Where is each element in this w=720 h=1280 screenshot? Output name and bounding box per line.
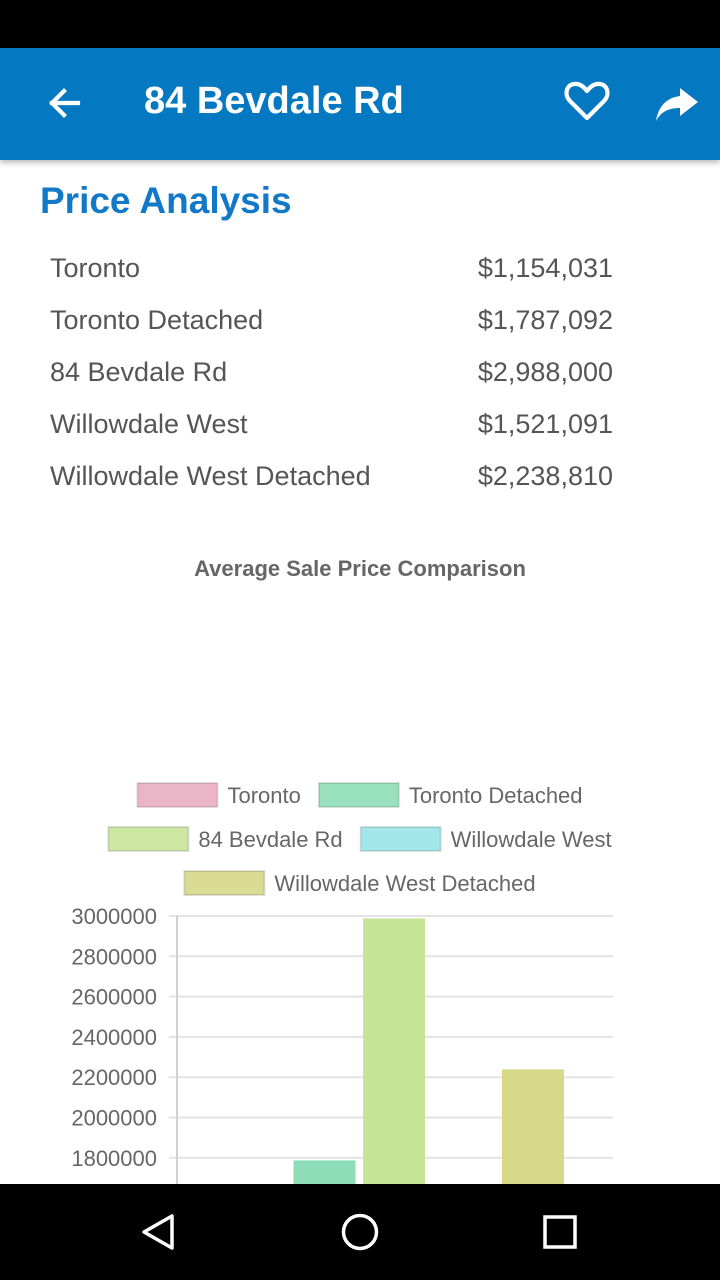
price-row: 84 Bevdale Rd $2,988,000 xyxy=(50,357,613,397)
navigation-bar xyxy=(0,1184,720,1280)
price-value: $1,521,091 xyxy=(477,409,613,439)
nav-back-icon[interactable] xyxy=(136,1208,184,1256)
legend-swatch xyxy=(359,826,442,852)
legend-swatch xyxy=(317,782,400,808)
y-axis-ticks: 3000000 2800000 2600000 2400000 2200000 20000… xyxy=(71,904,157,1171)
price-value: $1,787,092 xyxy=(477,305,613,335)
price-label: Willowdale West xyxy=(50,409,248,439)
page-title: 84 Bevdale Rd xyxy=(144,80,404,122)
price-row: Willowdale West Detached $2,238,810 xyxy=(50,461,613,501)
chart-title: Average Sale Price Comparison xyxy=(194,556,526,581)
back-arrow-icon[interactable] xyxy=(40,78,90,128)
price-row: Willowdale West $1,521,091 xyxy=(50,409,613,449)
legend-swatch xyxy=(136,782,219,808)
legend-label: Willowdale West Detached xyxy=(274,871,535,896)
y-tick-label: 2400000 xyxy=(71,1025,157,1050)
nav-home-icon[interactable] xyxy=(336,1208,384,1256)
price-value: $2,238,810 xyxy=(477,461,613,491)
y-tick-label: 1800000 xyxy=(71,1146,157,1171)
bar xyxy=(502,1069,564,1184)
section-heading: Price Analysis xyxy=(40,180,292,221)
legend-label: 84 Bevdale Rd xyxy=(198,827,342,852)
status-bar xyxy=(0,0,720,48)
price-label: Toronto Detached xyxy=(50,305,264,335)
bar xyxy=(293,1160,356,1184)
share-arrow-icon[interactable] xyxy=(652,78,702,128)
price-label: 84 Bevdale Rd xyxy=(50,357,228,387)
bar xyxy=(363,918,425,1184)
chart-legend: Toronto Toronto Detached 84 Bevdale Rd Will… xyxy=(107,782,612,896)
price-row: Toronto Detached $1,787,092 xyxy=(50,305,613,345)
y-tick-label: 2000000 xyxy=(71,1106,157,1131)
legend-swatch xyxy=(183,870,266,896)
y-tick-label: 3000000 xyxy=(71,904,157,929)
price-label: Toronto xyxy=(50,253,141,283)
bar-chart: Toronto Toronto Detached 84 Bevdale Rd Will… xyxy=(71,782,613,1184)
y-tick-label: 2600000 xyxy=(71,985,157,1010)
app-bar: 84 Bevdale Rd xyxy=(0,48,720,160)
price-value: $2,988,000 xyxy=(477,357,613,387)
content-area[interactable]: Price Analysis Toronto $1,154,031 Toront… xyxy=(0,160,720,1184)
legend-label: Toronto Detached xyxy=(409,783,583,808)
y-tick-label: 2200000 xyxy=(71,1065,157,1090)
legend-label: Toronto xyxy=(227,783,300,808)
price-label: Willowdale West Detached xyxy=(50,461,371,491)
heart-outline-icon[interactable] xyxy=(562,76,612,126)
nav-recents-icon[interactable] xyxy=(536,1208,584,1256)
price-value: $1,154,031 xyxy=(477,253,613,283)
legend-label: Willowdale West xyxy=(451,827,612,852)
chart-bars xyxy=(293,918,564,1184)
legend-swatch xyxy=(107,826,190,852)
y-tick-label: 2800000 xyxy=(71,944,157,969)
price-row: Toronto $1,154,031 xyxy=(50,253,613,293)
